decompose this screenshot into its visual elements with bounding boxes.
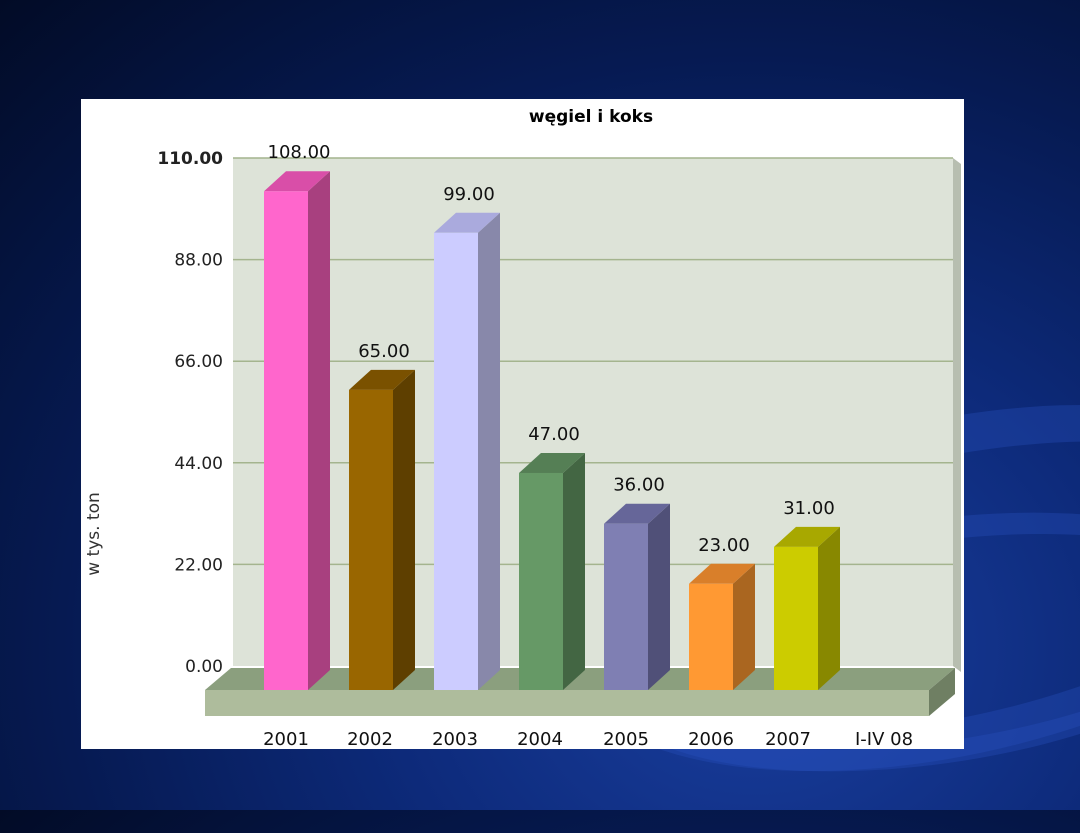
y-tick-label: 0.00	[185, 657, 223, 677]
bar-top	[519, 452, 585, 473]
x-tick-label: I-IV 08	[855, 729, 913, 749]
bar-side	[563, 452, 585, 690]
y-tick-label: 110.00	[157, 149, 223, 169]
chart-title: węgiel i koks	[529, 107, 653, 127]
data-label: 65.00	[358, 341, 410, 362]
data-label: 36.00	[613, 475, 665, 496]
bar-top	[689, 563, 755, 584]
plot-side-wall	[953, 158, 961, 672]
bar-top	[604, 503, 670, 524]
bar-side	[818, 526, 840, 690]
bar-side	[308, 171, 330, 691]
bar-top	[349, 369, 415, 390]
data-label: 23.00	[698, 535, 750, 556]
x-tick-label: 2004	[517, 729, 563, 749]
bar	[434, 212, 500, 691]
bar-side	[733, 563, 755, 690]
x-tick-label: 2005	[603, 729, 649, 749]
y-axis-label: w tys. ton	[84, 492, 104, 576]
y-tick-label: 66.00	[174, 352, 223, 372]
data-label: 31.00	[783, 498, 835, 519]
x-tick-label: 2003	[432, 729, 478, 749]
bar-front	[434, 232, 478, 691]
bar-front	[604, 523, 648, 690]
bar-side	[393, 369, 415, 690]
data-label: 47.00	[528, 424, 580, 445]
y-tick-label: 44.00	[174, 454, 223, 474]
bar-front	[774, 546, 818, 690]
x-tick-label: 2007	[765, 729, 811, 749]
bar	[774, 526, 840, 690]
bar-top	[434, 212, 500, 233]
x-tick-label: 2006	[688, 729, 734, 749]
bar	[689, 563, 755, 690]
bar	[349, 369, 415, 690]
floor-side	[929, 668, 955, 716]
bar-top	[264, 171, 330, 192]
x-tick-label: 2002	[347, 729, 393, 749]
bar	[264, 171, 330, 691]
bar-front	[519, 472, 563, 690]
bar	[519, 452, 585, 690]
bar-chart: 0.00 22.00 44.00 66.00 88.00 110.00 węgiel i …	[84, 107, 961, 749]
bar-top	[774, 526, 840, 547]
y-tick-label: 88.00	[174, 251, 223, 271]
plot-back-wall	[233, 158, 953, 666]
y-tick-label: 22.00	[174, 555, 223, 575]
bar-front	[264, 191, 308, 690]
data-label: 99.00	[443, 184, 495, 205]
bar-side	[648, 503, 670, 690]
bar-front	[689, 583, 733, 690]
data-label: 108.00	[268, 142, 331, 163]
floor-front	[205, 690, 929, 716]
bar-front	[349, 389, 393, 690]
bar-side	[478, 212, 500, 691]
x-tick-label: 2001	[263, 729, 309, 749]
chart-panel: 0.00 22.00 44.00 66.00 88.00 110.00 węgiel i …	[81, 99, 964, 749]
bar	[604, 503, 670, 690]
